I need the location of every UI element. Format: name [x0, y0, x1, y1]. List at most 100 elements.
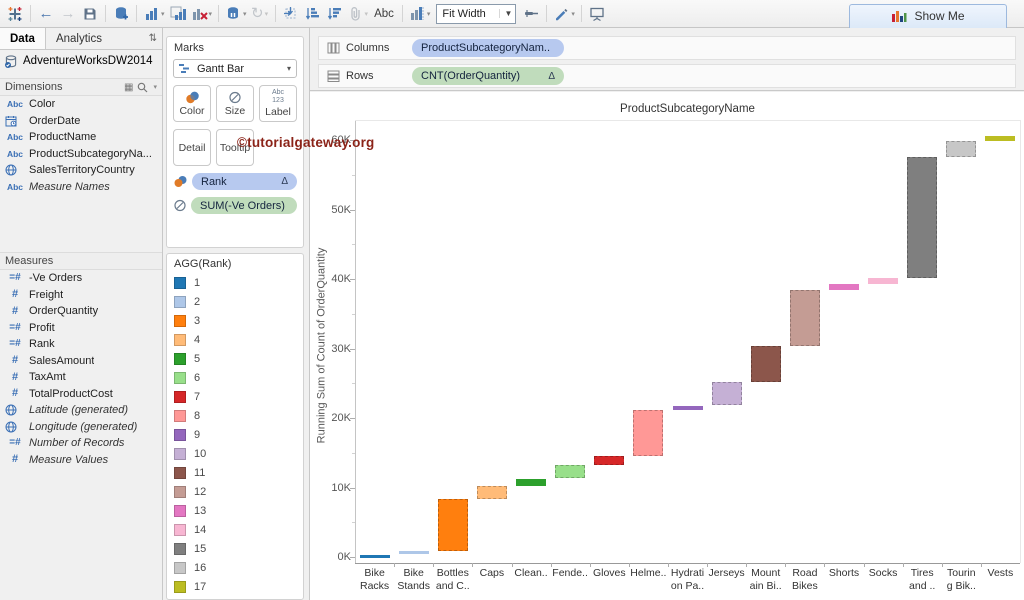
pill-product-subcategory[interactable]: ProductSubcategoryNam.. — [412, 39, 564, 57]
pill-sum-ve-orders[interactable]: SUM(-Ve Orders) — [191, 197, 297, 214]
annotate-pen-button[interactable]: ▾ — [552, 3, 576, 25]
legend-item-1[interactable]: 1 — [174, 273, 303, 292]
chart-column-header[interactable]: ProductSubcategoryName — [620, 103, 755, 115]
legend-item-5[interactable]: 5 — [174, 349, 303, 368]
show-me-button[interactable]: Show Me — [849, 3, 1007, 28]
fit-axes-button[interactable]: ▾ — [408, 3, 432, 25]
x-category-label[interactable]: Bike Racks — [360, 567, 390, 592]
gantt-bar-bike-stands[interactable] — [398, 551, 429, 555]
gantt-bar-helme[interactable] — [633, 410, 664, 456]
gantt-bar-tires-and[interactable] — [907, 156, 938, 279]
detail-button[interactable]: Detail — [173, 129, 211, 166]
tab-data[interactable]: Data — [0, 28, 46, 49]
x-category-label[interactable]: Gloves — [592, 567, 626, 579]
dimension-productsubcategoryna[interactable]: Abc ProductSubcategoryNa... — [0, 146, 162, 163]
rows-shelf[interactable]: Rows CNT(OrderQuantity) Δ — [318, 64, 1016, 88]
gantt-bar-road-bikes[interactable] — [789, 290, 820, 347]
sort-ascending-button[interactable] — [303, 3, 323, 25]
x-category-label[interactable]: Hydrati on Pa.. — [670, 567, 705, 592]
duplicate-sheet-button[interactable] — [168, 3, 188, 25]
gantt-bar-tourin-g-bik[interactable] — [946, 141, 977, 157]
label-button[interactable]: Abc 123 Label — [259, 85, 297, 122]
highlight-paperclip-button[interactable]: ▾ — [347, 3, 370, 25]
gantt-bar-fende[interactable] — [555, 464, 586, 479]
swap-rows-columns-button[interactable] — [281, 3, 301, 25]
x-category-label[interactable]: Fende.. — [552, 567, 588, 579]
x-category-label[interactable]: Mount ain Bi.. — [749, 567, 782, 592]
mark-type-dropdown[interactable]: Gantt Bar ▾ — [173, 59, 297, 78]
gantt-bar-shorts[interactable] — [829, 283, 859, 291]
show-mark-labels-button[interactable]: Abc — [374, 7, 394, 20]
pill-rank[interactable]: Rank Δ — [192, 173, 297, 190]
measure-profit[interactable]: =# Profit — [0, 320, 162, 337]
x-category-label[interactable]: Shorts — [828, 567, 860, 579]
gantt-bar-vests[interactable] — [985, 135, 1016, 142]
measure-ve-orders[interactable]: =# -Ve Orders — [0, 270, 162, 287]
legend-item-11[interactable]: 11 — [174, 463, 303, 482]
x-category-label[interactable]: Socks — [868, 567, 898, 579]
measure-measure-values[interactable]: # Measure Values — [0, 452, 162, 469]
undo-back-button[interactable]: ← — [38, 5, 54, 22]
view-fit-select[interactable]: Fit Width ▼ — [436, 3, 517, 24]
tooltip-button[interactable]: Tooltip — [216, 129, 254, 166]
dimension-measure-names[interactable]: Abc Measure Names — [0, 179, 162, 196]
x-category-label[interactable]: Caps — [479, 567, 505, 579]
pill-cnt-orderquantity[interactable]: CNT(OrderQuantity) Δ — [412, 67, 564, 85]
measure-number-of-records[interactable]: =# Number of Records — [0, 435, 162, 452]
legend-item-7[interactable]: 7 — [174, 387, 303, 406]
new-worksheet-button[interactable]: ▾ — [142, 3, 166, 25]
color-button[interactable]: Color — [173, 85, 211, 122]
view-as-grid-icon[interactable]: ▦ — [124, 81, 134, 93]
legend-item-12[interactable]: 12 — [174, 482, 303, 501]
x-category-label[interactable]: Tires and .. — [909, 567, 936, 592]
measure-latitude-generated[interactable]: Latitude (generated) — [0, 402, 162, 419]
x-category-label[interactable]: Bottles and C.. — [435, 567, 470, 592]
x-category-label[interactable]: Bike Stands — [397, 567, 431, 592]
legend-item-6[interactable]: 6 — [174, 368, 303, 387]
legend-item-16[interactable]: 16 — [174, 558, 303, 577]
legend-item-3[interactable]: 3 — [174, 311, 303, 330]
x-category-label[interactable]: Vests — [987, 567, 1014, 579]
add-data-source-button[interactable] — [111, 3, 131, 25]
legend-item-2[interactable]: 2 — [174, 292, 303, 311]
gantt-bar-bike-racks[interactable] — [359, 554, 390, 558]
redo-forward-button[interactable]: → — [60, 5, 76, 22]
dimension-salesterritorycountry[interactable]: SalesTerritoryCountry — [0, 162, 162, 179]
save-button[interactable] — [80, 3, 100, 25]
x-category-label[interactable]: Helme.. — [630, 567, 667, 579]
x-category-label[interactable]: Road Bikes — [792, 567, 818, 592]
measure-longitude-generated[interactable]: Longitude (generated) — [0, 419, 162, 436]
legend-item-17[interactable]: 17 — [174, 577, 303, 596]
x-category-label[interactable]: Tourin g Bik.. — [946, 567, 976, 592]
size-button[interactable]: Size — [216, 85, 254, 122]
x-category-label[interactable]: Jerseys — [708, 567, 745, 579]
gantt-bar-clean[interactable] — [516, 478, 546, 487]
dimension-productname[interactable]: Abc ProductName — [0, 129, 162, 146]
dimensions-menu-caret-icon[interactable]: ▾ — [153, 84, 157, 91]
dimension-color[interactable]: Abc Color — [0, 96, 162, 113]
tab-analytics[interactable]: Analytics — [55, 32, 102, 45]
presentation-mode-button[interactable] — [587, 3, 607, 25]
columns-shelf[interactable]: Columns ProductSubcategoryNam.. — [318, 36, 1016, 60]
measure-salesamount[interactable]: # SalesAmount — [0, 353, 162, 370]
measure-freight[interactable]: # Freight — [0, 287, 162, 304]
legend-item-10[interactable]: 10 — [174, 444, 303, 463]
dimension-orderdate[interactable]: OrderDate — [0, 113, 162, 130]
legend-item-15[interactable]: 15 — [174, 539, 303, 558]
gantt-bar-jerseys[interactable] — [711, 381, 742, 406]
datasource-item[interactable]: AdventureWorksDW2014 — [0, 50, 162, 72]
x-category-label[interactable]: Clean.. — [514, 567, 548, 579]
refresh-button[interactable]: ↻ ▾ — [251, 5, 269, 22]
gantt-bar-caps[interactable] — [476, 486, 507, 500]
find-field-icon[interactable] — [137, 82, 148, 93]
pane-swap-icon[interactable]: ⇅ — [148, 33, 157, 44]
legend-item-4[interactable]: 4 — [174, 330, 303, 349]
gantt-bar-socks[interactable] — [868, 278, 899, 284]
legend-item-9[interactable]: 9 — [174, 425, 303, 444]
legend-item-8[interactable]: 8 — [174, 406, 303, 425]
gantt-bar-hydrati-on-pa[interactable] — [672, 405, 703, 411]
measure-rank[interactable]: =# Rank — [0, 336, 162, 353]
measure-totalproductcost[interactable]: # TotalProductCost — [0, 386, 162, 403]
gantt-bar-gloves[interactable] — [594, 455, 625, 465]
legend-item-14[interactable]: 14 — [174, 520, 303, 539]
